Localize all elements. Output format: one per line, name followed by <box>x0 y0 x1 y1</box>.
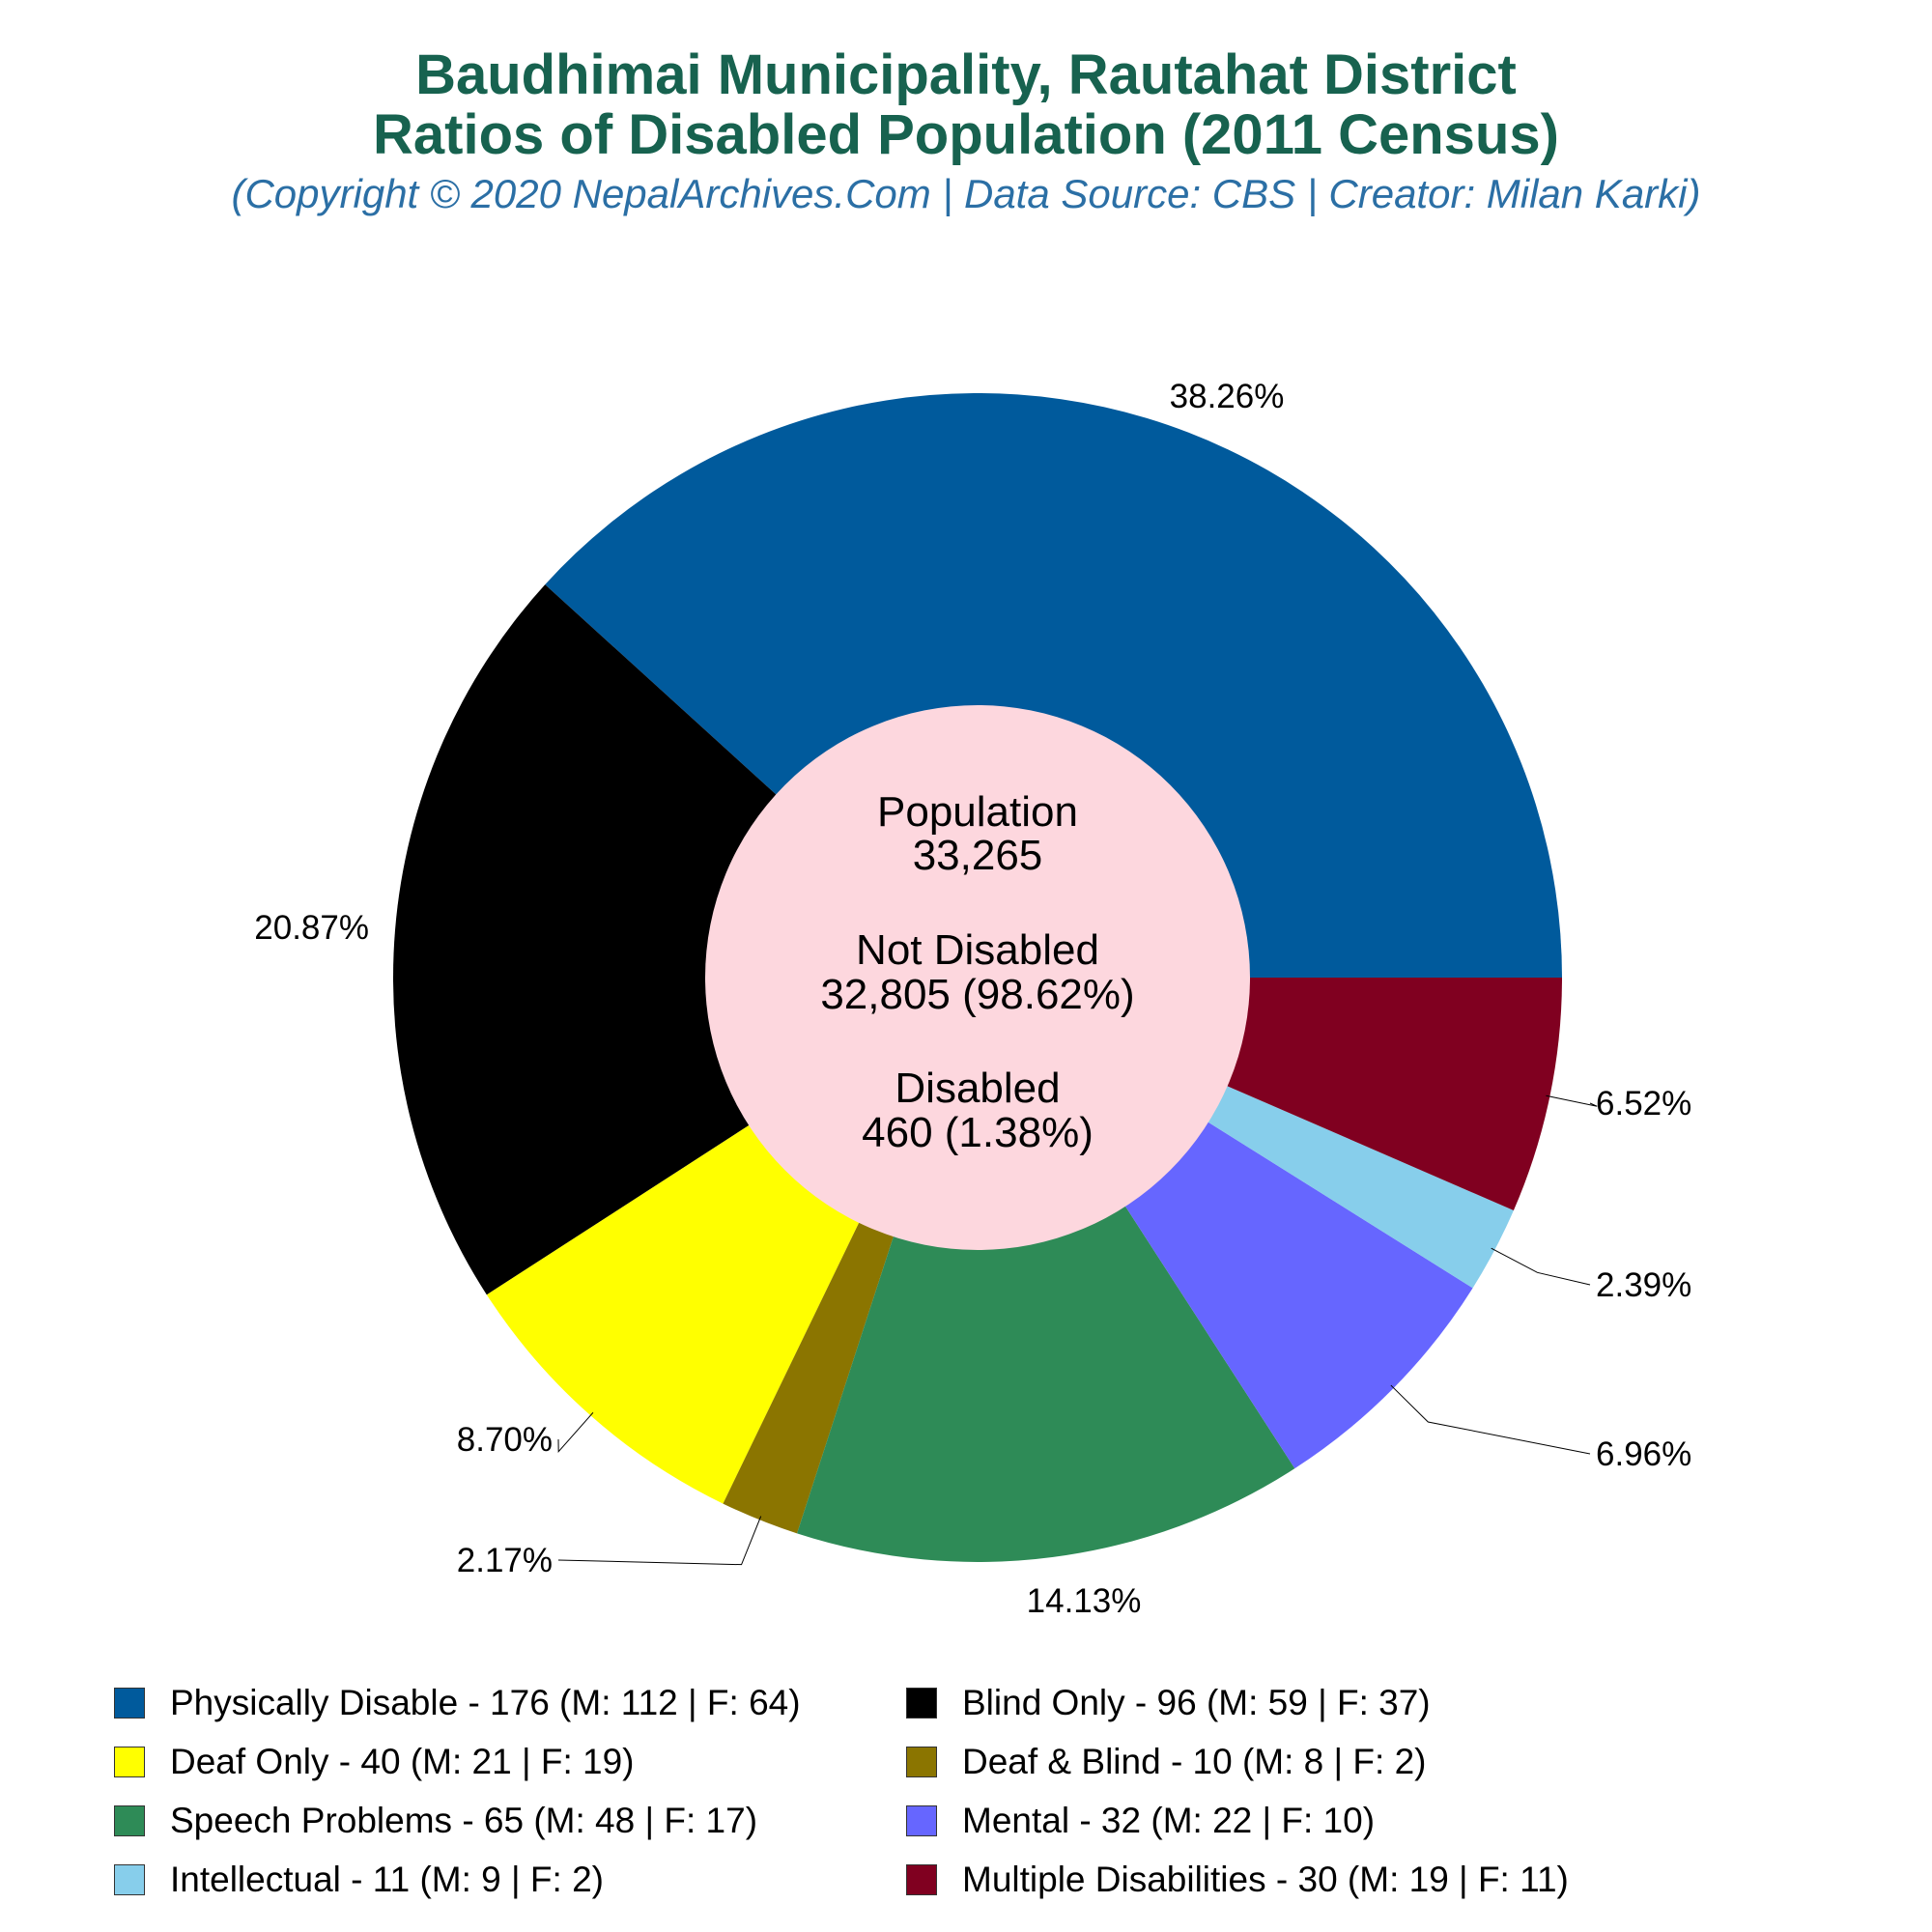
legend-swatch <box>114 1864 145 1895</box>
legend-label: Physically Disable - 176 (M: 112 | F: 64… <box>170 1683 801 1722</box>
percent-label-multiple-disabilities: 6.52% <box>1596 1085 1691 1122</box>
center-population-label: Population <box>877 788 1078 836</box>
legend-swatch <box>906 1688 937 1719</box>
legend-swatch <box>114 1688 145 1719</box>
percent-label-intellectual: 2.39% <box>1596 1266 1691 1304</box>
legend-item-multiple-disabilities: Multiple Disabilities - 30 (M: 19 | F: 1… <box>906 1856 1569 1904</box>
leader-line-deaf-and-blind <box>557 1516 762 1566</box>
center-circle <box>705 705 1250 1250</box>
legend-label: Blind Only - 96 (M: 59 | F: 37) <box>962 1683 1431 1722</box>
legend-item-speech-problems: Speech Problems - 65 (M: 48 | F: 17) <box>114 1797 757 1845</box>
legend-swatch <box>114 1747 145 1777</box>
legend-label: Intellectual - 11 (M: 9 | F: 2) <box>170 1860 604 1899</box>
chart-subtitle: (Copyright © 2020 NepalArchives.Com | Da… <box>231 171 1701 216</box>
center-population-value: 33,265 <box>913 832 1043 879</box>
center-not-disabled-label: Not Disabled <box>856 926 1099 974</box>
percent-label-deaf-only: 8.70% <box>457 1421 553 1459</box>
leader-line-intellectual <box>1491 1247 1591 1286</box>
legend-item-intellectual: Intellectual - 11 (M: 9 | F: 2) <box>114 1856 604 1904</box>
percent-label-deaf-and-blind: 2.17% <box>457 1542 553 1579</box>
legend-item-blind-only: Blind Only - 96 (M: 59 | F: 37) <box>906 1679 1431 1727</box>
center-disabled-label: Disabled <box>895 1065 1060 1112</box>
legend-swatch <box>906 1805 937 1836</box>
center-disabled-value: 460 (1.38%) <box>862 1109 1094 1156</box>
legend-label: Mental - 32 (M: 22 | F: 10) <box>962 1801 1376 1840</box>
legend-item-deaf-only: Deaf Only - 40 (M: 21 | F: 19) <box>114 1738 635 1786</box>
center-not-disabled-value: 32,805 (98.62%) <box>820 971 1134 1018</box>
legend-swatch <box>906 1747 937 1777</box>
legend-item-physically-disable: Physically Disable - 176 (M: 112 | F: 64… <box>114 1679 801 1727</box>
chart-title-line2: Ratios of Disabled Population (2011 Cens… <box>373 103 1559 166</box>
legend-swatch <box>114 1805 145 1836</box>
legend-label: Deaf & Blind - 10 (M: 8 | F: 2) <box>962 1742 1427 1781</box>
slice-physically-disable <box>545 393 1562 978</box>
percent-label-physically-disable: 38.26% <box>1170 378 1285 415</box>
legend-label: Deaf Only - 40 (M: 21 | F: 19) <box>170 1742 635 1781</box>
legend-label: Multiple Disabilities - 30 (M: 19 | F: 1… <box>962 1860 1569 1899</box>
slice-speech-problems <box>797 978 1295 1562</box>
percent-label-speech-problems: 14.13% <box>1027 1582 1142 1620</box>
legend-label: Speech Problems - 65 (M: 48 | F: 17) <box>170 1801 758 1840</box>
legend-item-deaf-and-blind: Deaf & Blind - 10 (M: 8 | F: 2) <box>906 1738 1427 1786</box>
slice-blind-only <box>392 584 978 1295</box>
percent-label-mental: 6.96% <box>1596 1435 1691 1473</box>
donut-chart: 38.26% 20.87% 8.70% 2.17% 14.13% 6.96% 2.39% 6.… <box>254 378 1691 1620</box>
leader-line-mental <box>1390 1384 1591 1455</box>
leader-line-multiple-disabilities <box>1546 1094 1598 1107</box>
percent-label-blind-only: 20.87% <box>254 909 369 947</box>
leader-line-deaf-only <box>557 1411 594 1454</box>
chart-title-line1: Baudhimai Municipality, Rautahat Distric… <box>415 43 1517 106</box>
legend-swatch <box>906 1864 937 1895</box>
legend-item-mental: Mental - 32 (M: 22 | F: 10) <box>906 1797 1375 1845</box>
